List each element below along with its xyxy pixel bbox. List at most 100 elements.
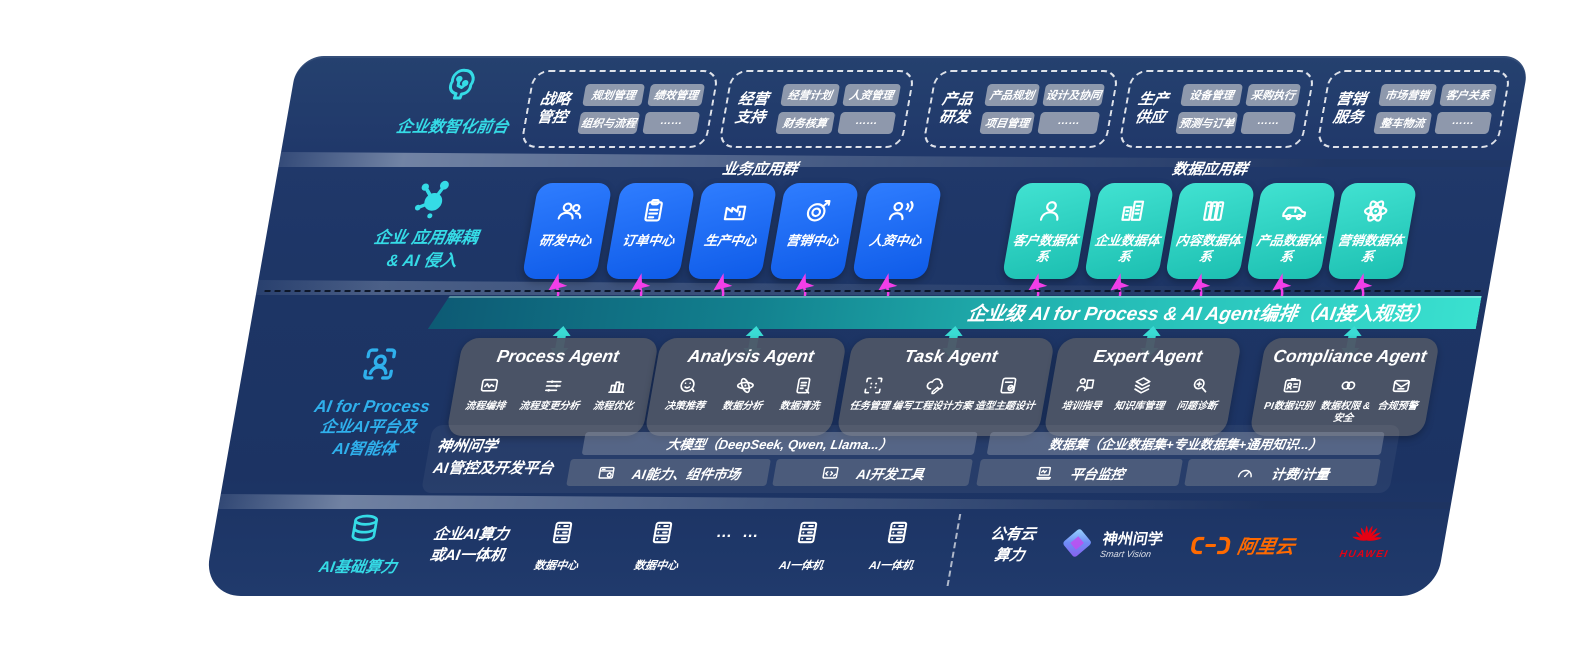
front-office-group: 产品研发 产品规划 设计及协同 项目管理 …… (921, 70, 1120, 148)
permission-link-icon (1341, 381, 1356, 390)
chip: 绩效管理 (647, 84, 706, 106)
diagram-panel: 企业数智化前台 战略管控 规划管理 绩效管理 组织与流程 …… 经营支持 经营计… (202, 56, 1530, 596)
group-title: 产品研发 (937, 91, 974, 126)
agent-item: 决策推荐 (664, 374, 711, 413)
data-clean-icon (796, 377, 811, 394)
rail-line1: AI for Process (312, 397, 432, 416)
decision-head-icon (680, 377, 695, 393)
chip: 经营计划 (780, 84, 840, 106)
chip: …… (1037, 112, 1101, 134)
cell-metering: 计费/计量 (1184, 459, 1381, 486)
brain-icon (448, 68, 475, 100)
laptop-monitor-icon (1036, 466, 1052, 480)
people-icon (557, 202, 582, 220)
agent-item: 数据权限 & 安全 (1313, 374, 1379, 424)
cell-platform-monitor: 平台监控 (976, 459, 1183, 486)
flow-monitor-icon (480, 378, 498, 392)
market-icon (598, 466, 615, 479)
llm-header: 大模型（DeepSeek, Qwen, Llama...） (581, 432, 978, 455)
data-atom-icon (737, 377, 755, 394)
agent-item: 数据分析 (721, 374, 768, 413)
business-apps-header: 业务应用群 (720, 161, 799, 178)
front-office-group: 经营支持 经营计划 人资管理 财务核算 …… (717, 70, 916, 148)
agent-item: 合规预警 (1373, 374, 1427, 413)
agent-item: 流程编排 (464, 374, 511, 413)
front-office-group: 生产供应 设备管理 采购执行 预测与订单 …… (1117, 70, 1316, 148)
server-icon (552, 521, 572, 544)
agent-card-analysis: Analysis Agent 决策推荐 数据分析 数据清洗 (643, 338, 848, 436)
chip: 整车物流 (1373, 112, 1432, 134)
clipboard-icon (644, 198, 663, 222)
tile-production-center: 生产中心 (686, 183, 778, 279)
apps-rail-line2: & AI 侵入 (385, 252, 459, 271)
devtools-icon (822, 466, 839, 479)
apps-rail: 企业 应用解耦 & AI 侵入 (305, 176, 552, 273)
chip: 设计及协同 (1042, 84, 1106, 106)
person-icon (1039, 201, 1059, 221)
tile-hr-center: 人资中心 (851, 183, 943, 279)
tile-enterprise-data: 企业数据体系 (1083, 183, 1175, 279)
target-icon (806, 199, 831, 222)
agent-item: 培训指导 (1060, 374, 1107, 413)
chip: 设备管理 (1180, 84, 1244, 106)
ai-appliance-node: AI一体机 (755, 518, 855, 573)
dataset-header: 数据集（企业数据集+专业数据集+通用知识...） (986, 432, 1385, 455)
alibaba-cloud-logo: 阿里云 (1187, 532, 1297, 559)
front-office-group: 战略管控 规划管理 绩效管理 组织与流程 …… (519, 70, 720, 148)
chip: 财务核算 (775, 112, 835, 134)
agent-card-expert: Expert Agent 培训指导 知识库管理 问题诊断 (1042, 338, 1243, 436)
agent-item: 流程变更分析 (518, 374, 585, 413)
agent-card-process: Process Agent 流程编排 流程变更分析 流程优化 (445, 338, 660, 436)
tile-marketing-data: 营销数据体系 (1326, 183, 1418, 279)
task-grid-icon (864, 377, 883, 394)
cloud-design-icon (927, 378, 944, 395)
group-title: 经营支持 (733, 91, 770, 126)
chip: …… (1240, 112, 1297, 134)
compute-rail: AI基础算力 (276, 510, 448, 577)
huawei-logo: HUAWEI (1321, 514, 1413, 560)
chip: 市场营销 (1378, 84, 1437, 106)
chip: 人资管理 (841, 84, 902, 106)
group-title: 生产供应 (1133, 91, 1170, 126)
diagnosis-icon (1193, 378, 1207, 393)
agent-card-task: Task Agent 任务管理 编写工程设计方案 造型主题设计 (835, 338, 1056, 436)
training-icon (1076, 378, 1095, 392)
datacenter-node: 数据中心 (510, 518, 610, 573)
chip: 组织与流程 (577, 112, 641, 134)
agent-item: 造型主题设计 (974, 374, 1041, 413)
factory-icon (723, 205, 747, 221)
chip: 客户关系 (1438, 84, 1498, 106)
cell-ai-market: AI能力、组件市场 (566, 459, 771, 486)
compute-divider (946, 514, 962, 586)
band-divider (218, 494, 1453, 509)
database-icon (351, 514, 379, 542)
molecule-icon (414, 180, 449, 219)
tile-order-center: 订单中心 (604, 183, 696, 279)
tile-rd-center: 研发中心 (521, 183, 613, 279)
chip: …… (642, 112, 701, 134)
agent-item: 任务管理 (848, 374, 895, 413)
cell-dev-tools: AI开发工具 (772, 459, 973, 486)
server-icon (887, 521, 907, 544)
agent-item: 编写工程设计方案 (891, 374, 978, 413)
smart-vision-logo: 神州问学 Smart Vision (1057, 526, 1165, 560)
agent-item: PI数据识别 (1260, 374, 1322, 413)
ai-platform-rail: AI for Process 企业AI平台及 AI智能体 (257, 342, 490, 460)
agent-item: 问题诊断 (1176, 374, 1223, 413)
sliders-icon (544, 380, 562, 392)
tile-customer-data: 客户数据体系 (1001, 183, 1093, 279)
chip: 采购执行 (1245, 84, 1302, 106)
smart-vision-diamond-icon (1063, 529, 1091, 557)
huawei-flower-icon (1352, 525, 1383, 541)
tile-marketing-center: 营销中心 (768, 183, 860, 279)
optimize-stage-icon (607, 381, 624, 394)
group-title: 战略管控 (535, 91, 572, 126)
apps-rail-line1: 企业 应用解耦 (372, 229, 480, 247)
hr-person-icon (888, 200, 914, 221)
chip: 产品规划 (984, 84, 1041, 106)
datacenter-node: 数据中心 (610, 518, 710, 573)
chip: …… (836, 112, 897, 134)
knowledge-layers-icon (1134, 377, 1152, 394)
chip: 预测与订单 (1175, 112, 1239, 134)
